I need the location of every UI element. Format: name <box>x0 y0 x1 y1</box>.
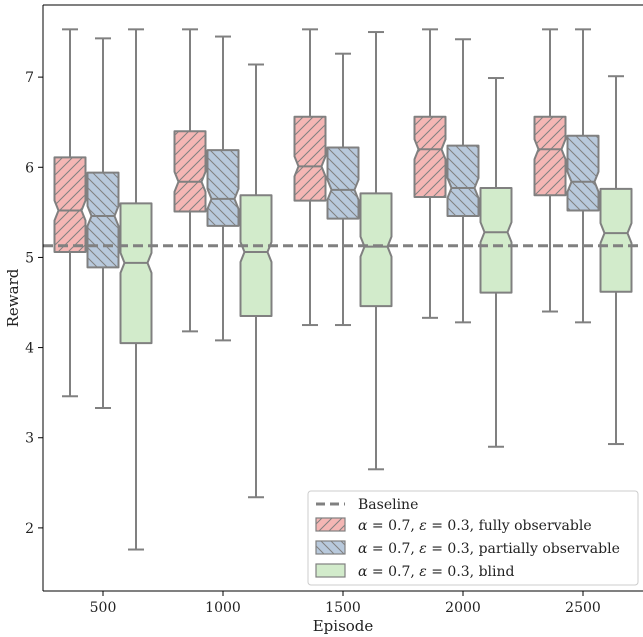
legend-label-partially-observable: α = 0.7, ε = 0.3, partially observable <box>358 541 620 557</box>
box-1-500-body <box>86 171 120 269</box>
x-tick-label-2500: 2500 <box>565 600 601 616</box>
box-2-500-body <box>119 202 153 345</box>
box-2-1000-body <box>239 194 273 318</box>
box-0-1500-body <box>293 115 327 202</box>
box-2-2000-body <box>479 187 513 294</box>
box-1-1500-body <box>326 146 360 220</box>
y-axis-label: Reward <box>4 268 22 327</box>
legend-swatch-fully-observable <box>315 517 346 532</box>
y-tick-label-5: 5 <box>25 250 34 266</box>
x-tick-label-500: 500 <box>90 600 117 616</box>
x-axis-label: Episode <box>313 617 374 635</box>
x-tick-label-1500: 1500 <box>325 600 361 616</box>
legend-swatch-partially-observable <box>315 540 346 555</box>
y-tick-label-2: 2 <box>25 521 34 537</box>
x-tick-label-1000: 1000 <box>205 600 241 616</box>
legend-frame <box>307 490 639 586</box>
box-0-2000-body <box>413 115 447 199</box>
box-0-500-body <box>53 156 87 254</box>
box-2-2500-body <box>599 187 633 293</box>
box-2-1500-body <box>359 192 393 308</box>
y-tick-label-7: 7 <box>25 70 34 86</box>
box-0-2500-body <box>533 115 567 197</box>
legend-label-fully-observable: α = 0.7, ε = 0.3, fully observable <box>358 518 592 534</box>
y-tick-label-6: 6 <box>25 160 34 176</box>
y-tick-label-4: 4 <box>25 341 34 357</box>
legend-swatch-blind <box>315 563 346 578</box>
legend-label-blind: α = 0.7, ε = 0.3, blind <box>358 564 515 580</box>
box-0-1000-body <box>173 130 207 213</box>
x-tick-label-2000: 2000 <box>445 600 481 616</box>
box-1-2000-body <box>446 144 480 217</box>
y-tick-label-3: 3 <box>25 431 34 447</box>
legend-baseline-label: Baseline <box>358 497 418 513</box>
box-1-2500-body <box>566 134 600 212</box>
legend: Baseline α = 0.7, ε = 0.3, fully observa… <box>307 490 639 586</box>
box-1-1000-body <box>206 149 240 227</box>
